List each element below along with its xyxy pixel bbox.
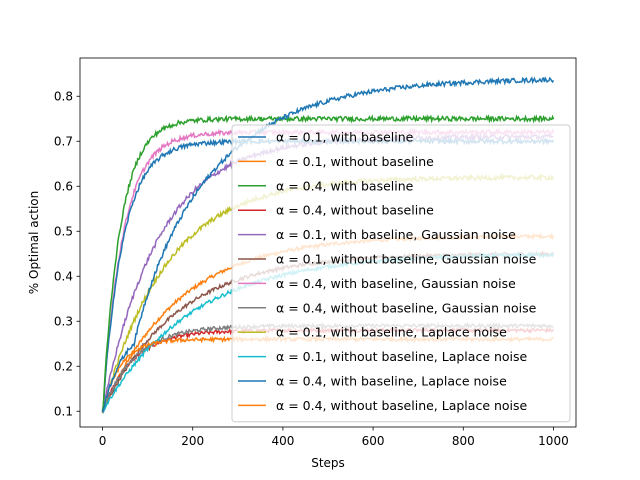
x-tick-label: 800 — [452, 434, 475, 448]
legend-label: α = 0.4, without baseline — [276, 203, 434, 218]
y-tick-label: 0.5 — [54, 224, 73, 238]
x-tick-label: 200 — [181, 434, 204, 448]
y-tick-label: 0.6 — [54, 179, 73, 193]
legend-label: α = 0.4, with baseline, Laplace noise — [276, 374, 507, 389]
legend-label: α = 0.4, without baseline, Laplace noise — [276, 398, 528, 413]
legend: α = 0.1, with baseline α = 0.1, without b… — [231, 124, 571, 423]
y-tick-label: 0.3 — [54, 314, 73, 328]
series-line — [101, 113, 555, 412]
y-tick-label: 0.1 — [54, 404, 73, 418]
x-tick-label: 400 — [271, 434, 294, 448]
y-axis-label: % Optimal action — [27, 191, 41, 294]
x-tick-label: 0 — [99, 434, 107, 448]
series-line — [101, 76, 555, 413]
x-tick-label: 1000 — [538, 434, 569, 448]
y-tick-label: 0.2 — [54, 359, 73, 373]
axes-frame — [79, 57, 577, 428]
y-axis: 0.1 0.2 0.3 0.4 0.5 0.6 0.7 0.8 — [54, 89, 80, 418]
legend-label: α = 0.1, with baseline — [276, 130, 414, 145]
legend-label: α = 0.1, with baseline, Laplace noise — [276, 325, 507, 340]
x-axis-label: Steps — [311, 456, 345, 470]
legend-label: α = 0.4, without baseline, Gaussian nois… — [276, 300, 537, 315]
y-tick-label: 0.7 — [54, 134, 73, 148]
legend-label: α = 0.1, with baseline, Gaussian noise — [276, 227, 516, 242]
legend-box — [231, 124, 571, 423]
x-axis: 0 200 400 600 800 1000 — [99, 427, 569, 448]
legend-label: α = 0.4, with baseline — [276, 178, 414, 193]
y-tick-label: 0.4 — [54, 269, 73, 283]
legend-label: α = 0.1, without baseline, Gaussian nois… — [276, 252, 537, 267]
y-tick-label: 0.8 — [54, 89, 73, 103]
legend-label: α = 0.4, with baseline, Gaussian noise — [276, 276, 516, 291]
legend-label: α = 0.1, without baseline, Laplace noise — [276, 349, 528, 364]
x-tick-label: 600 — [362, 434, 385, 448]
legend-label: α = 0.1, without baseline — [276, 154, 434, 169]
